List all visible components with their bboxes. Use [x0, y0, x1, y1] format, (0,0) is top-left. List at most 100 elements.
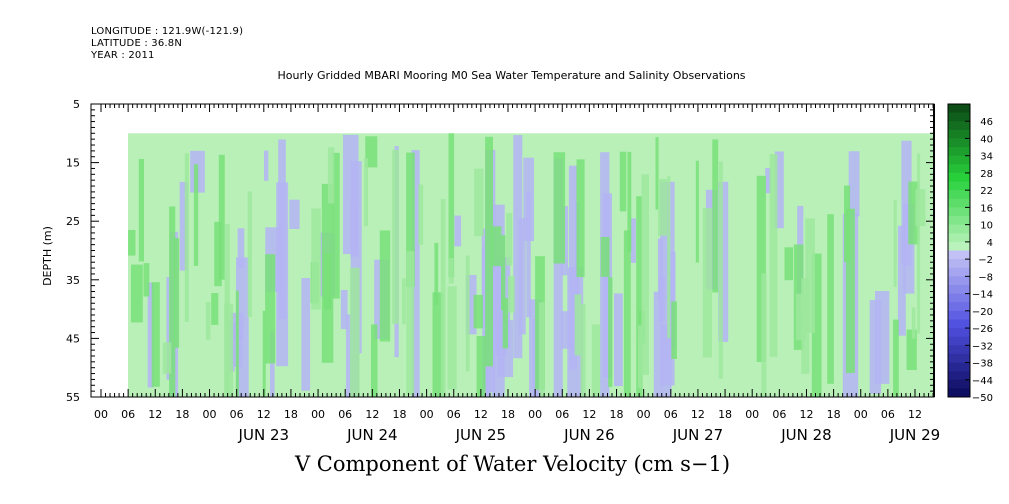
x-hour-tick-label: 00: [203, 408, 217, 421]
field-patch: [784, 247, 793, 281]
colorbar-label: 4: [987, 238, 993, 249]
field-patch: [265, 254, 276, 364]
field-patch: [827, 214, 834, 384]
field-patch: [538, 302, 545, 397]
field-patch: [774, 151, 784, 229]
colorbar-label: −38: [972, 359, 993, 370]
colorbar-band: [948, 310, 970, 320]
field-patch: [641, 174, 649, 375]
field-patch: [365, 136, 378, 168]
colorbar-band: [948, 172, 970, 182]
colorbar-band: [948, 284, 970, 294]
field-patch: [671, 301, 677, 359]
field-patch: [485, 136, 493, 367]
x-hour-tick-label: 00: [745, 408, 759, 421]
colorbar-band: [948, 379, 970, 389]
x-hour-tick-label: 18: [610, 408, 624, 421]
field-patch: [214, 221, 222, 287]
x-hour-tick-label: 00: [311, 408, 325, 421]
field-patch: [448, 133, 455, 278]
field-patch: [440, 199, 446, 397]
field-patch: [418, 184, 424, 245]
x-hour-tick-label: 00: [854, 408, 868, 421]
colorbar-band: [948, 104, 970, 114]
field-patch: [432, 292, 444, 397]
colorbar-band: [948, 293, 970, 303]
field-patch: [655, 137, 659, 210]
field-patch: [184, 153, 189, 322]
x-day-tick-label: JUN 23: [238, 426, 289, 444]
colorbar-label: −44: [972, 376, 993, 387]
colorbar-label: 46: [980, 117, 993, 128]
field-patch: [917, 153, 921, 334]
x-hour-tick-label: 00: [637, 408, 651, 421]
longitude-label: LONGITUDE : 121.9W(-121.9): [91, 26, 244, 37]
field-patch: [636, 196, 643, 397]
field-patch: [591, 324, 601, 397]
field-patch: [434, 242, 439, 305]
field-patch: [845, 208, 855, 373]
field-patch: [236, 257, 249, 397]
field-patch: [627, 151, 632, 252]
colorbar-band: [948, 371, 970, 381]
heatmap-field: [91, 104, 934, 398]
field-patch: [502, 298, 508, 349]
field-patch: [173, 238, 180, 348]
field-patch: [465, 275, 477, 335]
colorbar-label: −8: [978, 272, 993, 283]
field-patch: [908, 181, 920, 245]
field-patch: [179, 181, 188, 271]
field-patch: [712, 139, 719, 293]
colorbar-label: −26: [972, 324, 993, 335]
field-patch: [151, 282, 160, 387]
x-hour-tick-label: 06: [447, 408, 461, 421]
field-patch: [630, 218, 636, 263]
colorbar-band: [948, 241, 970, 251]
y-tick-label: 5: [73, 98, 80, 111]
x-hour-tick-label: 12: [582, 408, 596, 421]
x-hour-tick-label: 00: [528, 408, 542, 421]
colorbar-label: 16: [980, 203, 993, 214]
colorbar-band: [948, 250, 970, 260]
x-hour-tick-label: 18: [284, 408, 298, 421]
field-patch: [247, 191, 252, 317]
field-patch: [661, 324, 672, 397]
field-patch: [205, 302, 211, 340]
colorbar-band: [948, 336, 970, 346]
field-patch: [718, 181, 729, 342]
year-label: YEAR : 2011: [91, 50, 155, 61]
x-day-tick-label: JUN 28: [780, 426, 831, 444]
colorbar-band: [948, 233, 970, 243]
field-patch: [506, 213, 513, 266]
x-day-tick-label: JUN 29: [889, 426, 940, 444]
field-patch: [406, 152, 415, 287]
colorbar-band: [948, 224, 970, 234]
y-tick-label: 35: [66, 274, 80, 287]
colorbar: 46 40 34 28 22 16 10 4 −2 −8 −14 −20 −26 −32 −38 −44 −50: [947, 103, 993, 404]
variable-label: V Component of Water Velocity (cm s−1): [294, 452, 731, 476]
field-patch: [893, 319, 899, 397]
x-hour-tick-label: 12: [691, 408, 705, 421]
colorbar-label: 40: [980, 134, 993, 145]
field-patch: [903, 203, 915, 294]
colorbar-band: [948, 164, 970, 174]
y-tick-label: 25: [66, 215, 80, 228]
field-patch: [270, 331, 275, 397]
field-patch: [169, 206, 176, 397]
colorbar-band: [948, 121, 970, 131]
field-patch: [765, 168, 771, 194]
field-patch: [411, 150, 420, 397]
field-patch: [513, 135, 523, 359]
colorbar-band: [948, 345, 970, 355]
y-tick-label: 45: [66, 332, 80, 345]
field-patch: [447, 286, 457, 390]
plot-title: Hourly Gridded MBARI Mooring M0 Sea Wate…: [277, 69, 746, 82]
field-patch: [769, 154, 778, 357]
field-patch: [224, 224, 230, 397]
colorbar-band: [948, 181, 970, 191]
field-patch: [702, 208, 712, 358]
x-hour-tick-label: 06: [230, 408, 244, 421]
field-patch: [869, 300, 882, 394]
field-patch: [193, 164, 199, 266]
